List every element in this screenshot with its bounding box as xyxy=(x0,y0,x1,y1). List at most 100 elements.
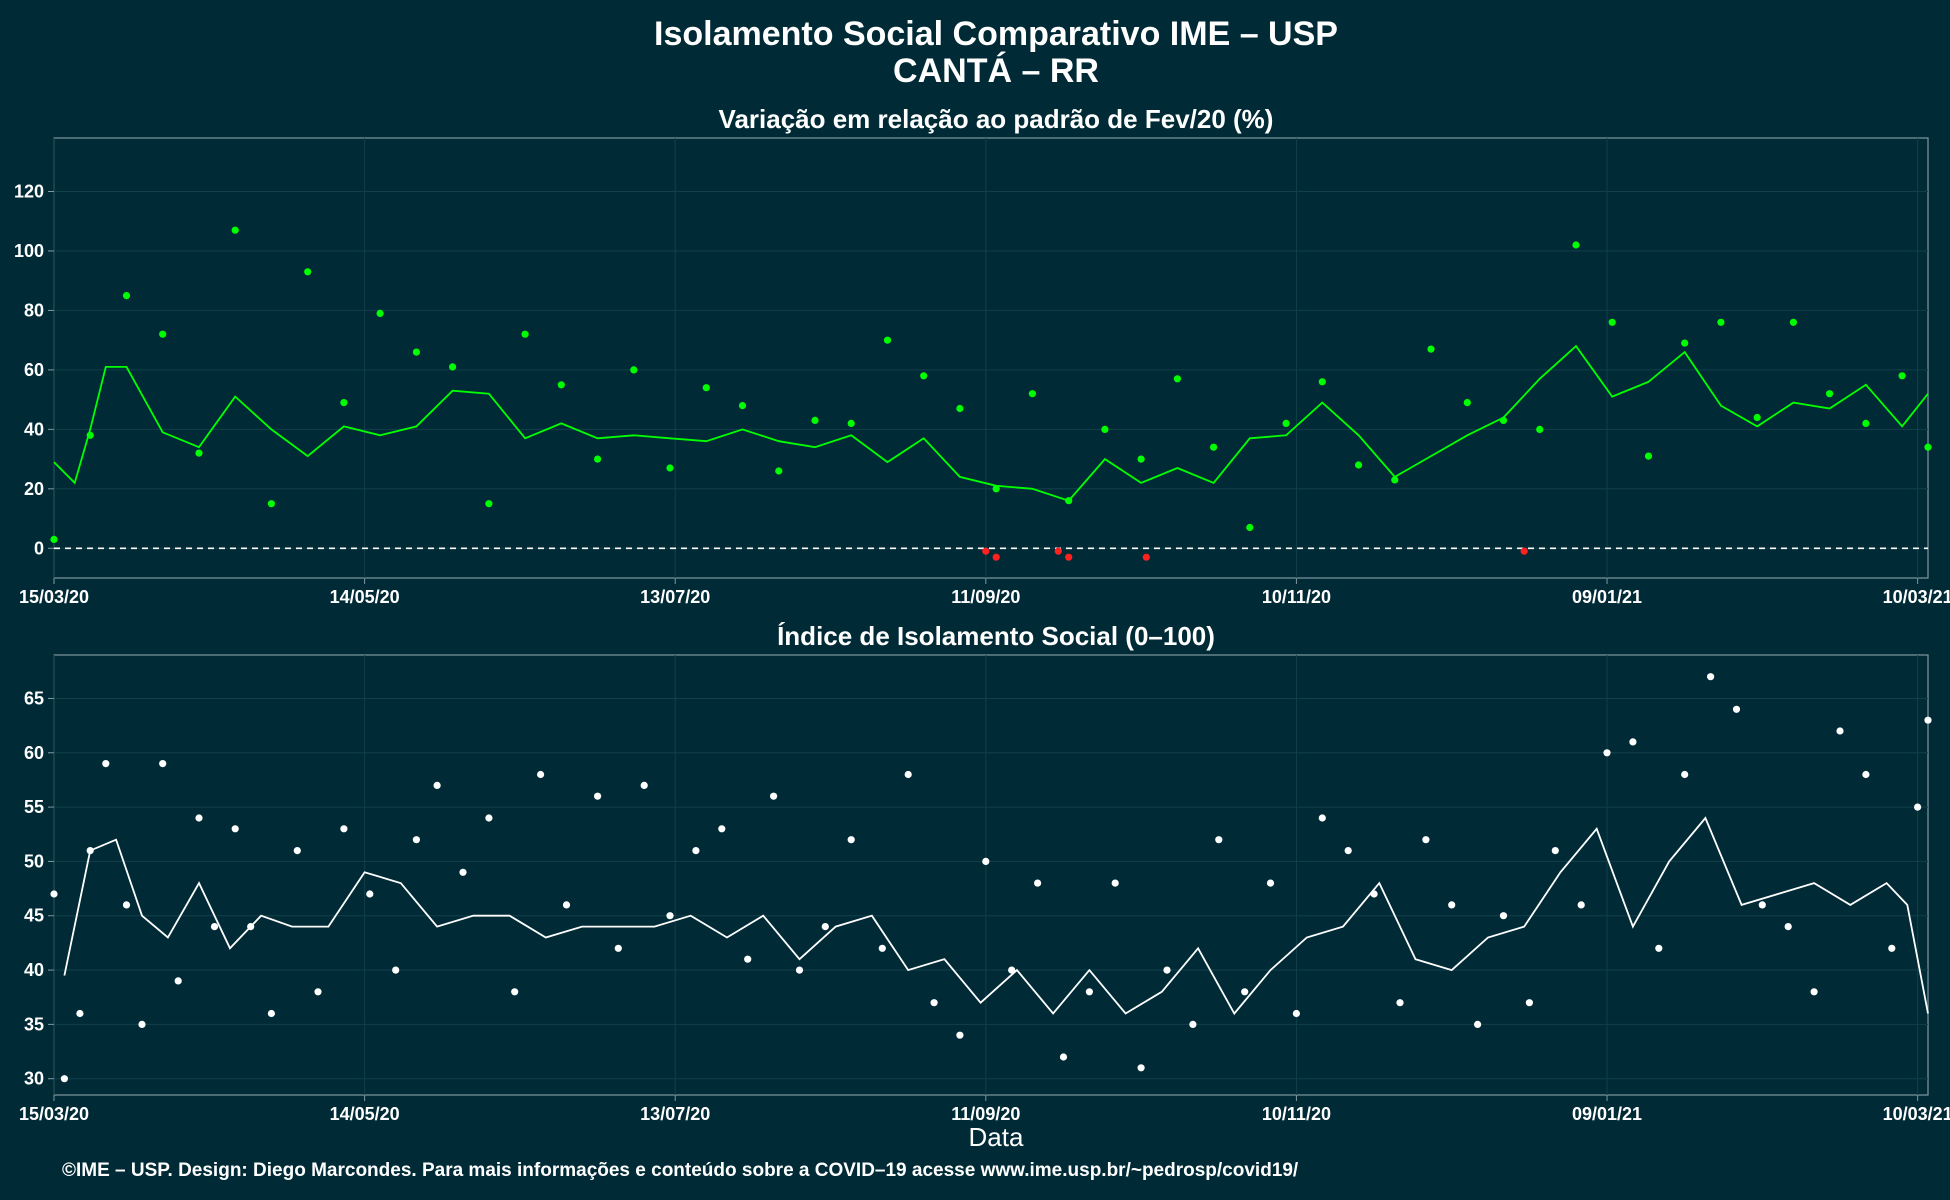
data-point xyxy=(60,1075,68,1083)
data-point xyxy=(770,792,778,800)
data-point xyxy=(744,955,752,963)
data-point-negative xyxy=(1065,553,1073,561)
y-tick-label: 50 xyxy=(24,851,44,871)
x-tick-label: 10/03/21 xyxy=(1883,1104,1950,1124)
data-point xyxy=(102,760,110,768)
data-point xyxy=(1717,318,1725,326)
y-tick-label: 60 xyxy=(24,743,44,763)
y-tick-label: 20 xyxy=(24,479,44,499)
data-point-negative xyxy=(982,547,990,555)
x-tick-label: 13/07/20 xyxy=(640,1104,710,1124)
data-point-negative xyxy=(992,553,1000,561)
data-point xyxy=(1577,901,1585,909)
data-point xyxy=(195,449,203,457)
data-point xyxy=(231,825,239,833)
y-tick-label: 120 xyxy=(14,182,44,202)
data-point xyxy=(1536,425,1544,433)
data-point xyxy=(1318,378,1326,386)
y-tick-label: 55 xyxy=(24,797,44,817)
data-point xyxy=(511,988,519,996)
data-point xyxy=(1391,476,1399,484)
plot-frame xyxy=(53,137,1929,579)
data-point xyxy=(159,330,167,338)
y-tick-label: 30 xyxy=(24,1069,44,1089)
data-point xyxy=(521,330,529,338)
data-point xyxy=(956,404,964,413)
data-point xyxy=(1318,814,1326,822)
data-point xyxy=(1644,452,1653,460)
data-point xyxy=(562,901,571,909)
data-point xyxy=(122,292,131,300)
y-tick-label: 45 xyxy=(24,906,44,926)
data-point xyxy=(1034,879,1042,887)
data-point xyxy=(1215,836,1223,844)
x-tick-label: 10/11/20 xyxy=(1262,587,1331,607)
data-point xyxy=(1282,419,1290,427)
data-point xyxy=(304,268,312,276)
data-point xyxy=(1463,399,1471,407)
x-tick-label: 11/09/20 xyxy=(951,1104,1020,1124)
data-point xyxy=(1784,923,1792,931)
data-point xyxy=(630,366,638,374)
data-point xyxy=(1655,944,1663,952)
data-point xyxy=(702,384,710,392)
data-point xyxy=(138,1020,146,1028)
moving-average-line xyxy=(53,344,1929,502)
data-point xyxy=(1888,944,1896,952)
data-point xyxy=(537,770,545,779)
data-point xyxy=(640,781,648,790)
data-point xyxy=(666,912,674,920)
y-tick-label: 80 xyxy=(24,300,44,320)
x-tick-label: 09/01/21 xyxy=(1572,587,1642,607)
data-point xyxy=(210,923,219,931)
data-point xyxy=(1241,988,1249,996)
y-tick-label: 100 xyxy=(14,241,44,261)
x-tick-label: 11/09/20 xyxy=(951,587,1020,607)
data-point xyxy=(392,966,400,974)
data-point xyxy=(1474,1020,1482,1028)
data-point xyxy=(267,1009,275,1018)
data-point xyxy=(1914,803,1922,811)
data-point xyxy=(1292,1009,1300,1018)
data-point xyxy=(412,348,420,356)
panel-variation: 15/03/20 14/05/20 13/07/20 11/09/20 10/11/20… xyxy=(14,137,1950,607)
x-tick-label: 14/05/20 xyxy=(330,1104,400,1124)
data-point xyxy=(1551,847,1559,855)
data-point xyxy=(956,1031,964,1039)
data-point xyxy=(594,792,602,800)
data-point xyxy=(433,781,441,790)
plot-frame xyxy=(53,654,1929,1096)
data-point xyxy=(738,402,747,410)
data-point xyxy=(122,901,131,909)
data-point xyxy=(1572,241,1580,249)
data-point xyxy=(1836,727,1844,735)
data-point xyxy=(76,1009,84,1018)
data-point xyxy=(366,890,374,898)
x-tick-label: 15/03/20 xyxy=(19,1104,89,1124)
data-point xyxy=(718,825,726,833)
data-point xyxy=(883,336,892,344)
data-point xyxy=(50,535,58,544)
data-point xyxy=(1427,345,1435,353)
y-tick-label: 60 xyxy=(24,360,44,380)
data-point xyxy=(847,836,855,844)
data-point xyxy=(1898,372,1906,380)
data-point xyxy=(159,760,167,768)
footer-credits: ©IME – USP. Design: Diego Marcondes. Par… xyxy=(62,1160,1299,1181)
data-point xyxy=(1189,1020,1197,1028)
y-tick-label: 35 xyxy=(24,1014,44,1034)
data-point-negative xyxy=(1054,547,1062,555)
data-point xyxy=(340,825,348,833)
data-point xyxy=(1525,999,1533,1007)
data-point xyxy=(982,857,990,866)
data-point xyxy=(340,399,348,407)
x-tick-label: 10/03/21 xyxy=(1883,587,1950,607)
y-tick-label: 0 xyxy=(34,538,44,558)
y-tick-label: 65 xyxy=(24,688,44,708)
x-tick-label: 15/03/20 xyxy=(19,587,89,607)
panel2-title: Índice de Isolamento Social (0–100) xyxy=(777,621,1215,651)
data-point xyxy=(1629,738,1637,746)
data-point xyxy=(847,419,855,427)
chart-title-line2: CANTÁ – RR xyxy=(893,52,1099,90)
